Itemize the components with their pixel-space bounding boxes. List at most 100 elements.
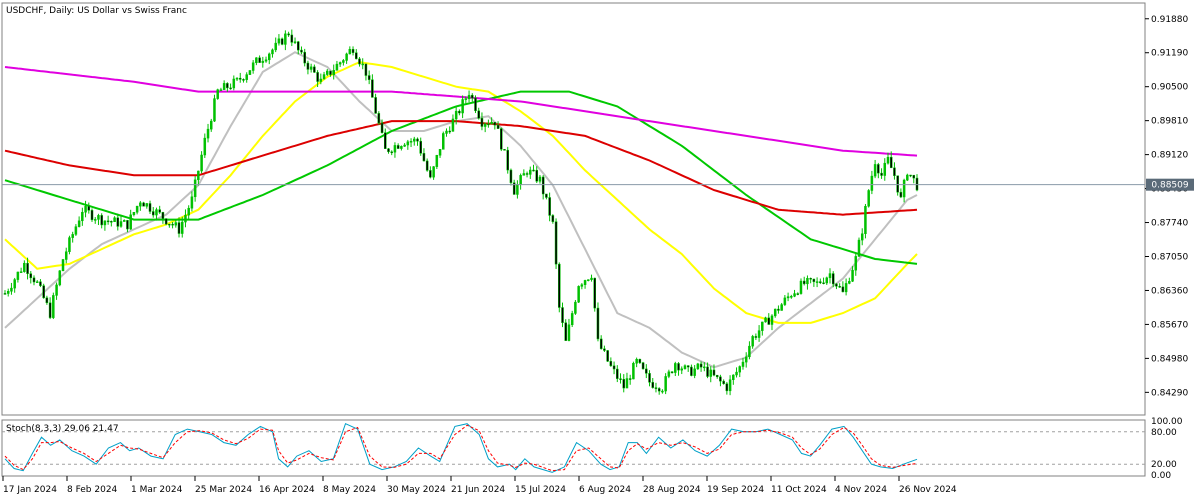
stoch-scale-label: 20.00 <box>1151 460 1177 470</box>
time-tick-label: 4 Nov 2024 <box>835 485 887 495</box>
candle-body <box>651 382 654 388</box>
candle-body <box>71 234 74 238</box>
candle-body <box>239 77 242 80</box>
candle-body <box>873 164 877 177</box>
candle-body <box>251 62 255 71</box>
candle-body <box>193 179 197 198</box>
candle-body <box>503 149 506 151</box>
chart-title: USDCHF, Daily: US Dollar vs Swiss Franc <box>6 6 187 16</box>
candle-body <box>180 221 184 234</box>
candle-body <box>161 212 165 219</box>
price-tick-label: 0.87050 <box>1151 252 1188 262</box>
candle-body <box>348 49 352 55</box>
time-tick-label: 21 Jun 2024 <box>451 485 505 495</box>
time-tick-label: 8 May 2024 <box>323 485 376 495</box>
candle-body <box>857 239 861 257</box>
candle-body <box>390 151 393 154</box>
candle-body <box>538 176 542 182</box>
candle-body <box>741 361 745 367</box>
candle-body <box>209 120 213 130</box>
candle-body <box>84 206 87 213</box>
candle-body <box>732 374 735 380</box>
candle-body <box>619 378 622 380</box>
candle-body <box>374 97 377 114</box>
candle-body <box>322 74 326 80</box>
candle-body <box>213 98 216 122</box>
candle-body <box>319 78 323 82</box>
time-tick-label: 19 Sep 2024 <box>707 485 764 495</box>
candle-body <box>831 273 835 285</box>
candle-body <box>661 390 664 393</box>
candle-body <box>293 41 297 43</box>
candle-body <box>93 219 97 221</box>
candle-body <box>300 49 303 53</box>
candle-body <box>216 89 219 99</box>
candle-body <box>361 63 364 66</box>
candle-body <box>326 70 329 75</box>
candle-body <box>706 366 709 377</box>
candle-body <box>145 203 149 207</box>
candle-body <box>612 365 616 370</box>
candle-body <box>780 304 783 311</box>
candle-body <box>158 209 161 213</box>
candle-body <box>622 379 625 389</box>
candle-body <box>116 217 120 227</box>
time-tick-label: 15 Jul 2024 <box>515 485 566 495</box>
candle-body <box>719 376 722 382</box>
candle-body <box>825 277 829 284</box>
candle-body <box>132 212 136 216</box>
candle-body <box>400 146 403 149</box>
time-tick-label: 25 Mar 2024 <box>195 485 252 495</box>
candle-body <box>358 58 361 65</box>
candle-body <box>68 237 71 252</box>
candle-body <box>187 207 190 216</box>
candle-body <box>332 70 335 75</box>
candle-body <box>6 291 10 294</box>
candle-body <box>268 53 271 61</box>
candle-body <box>303 51 306 64</box>
candle-body <box>570 313 574 326</box>
candle-body <box>674 363 677 373</box>
candle-body <box>129 214 132 230</box>
candle-body <box>148 203 152 212</box>
candle-body <box>500 128 503 150</box>
candle-body <box>222 83 226 90</box>
candle-body <box>699 363 703 368</box>
candle-body <box>416 138 419 142</box>
candle-body <box>245 74 248 80</box>
candle-body <box>106 220 110 223</box>
candle-body <box>229 87 232 90</box>
candle-body <box>39 281 42 286</box>
candle-body <box>541 176 545 195</box>
candle-body <box>35 281 39 283</box>
time-tick-label: 16 Apr 2024 <box>259 485 315 495</box>
candle-body <box>722 380 725 384</box>
price-tick-label: 0.87740 <box>1151 219 1188 229</box>
candle-body <box>184 214 187 223</box>
candle-body <box>703 366 706 369</box>
candle-body <box>893 167 896 176</box>
candle-body <box>393 145 397 153</box>
time-tick-label: 28 Aug 2024 <box>643 485 701 495</box>
candle-body <box>709 369 713 377</box>
candle-body <box>522 173 526 176</box>
candle-body <box>751 336 754 347</box>
candle-body <box>870 175 874 191</box>
candle-body <box>64 251 68 260</box>
candle-body <box>380 122 384 133</box>
candle-body <box>290 34 294 43</box>
candle-body <box>554 221 558 265</box>
time-tick-label: 1 Mar 2024 <box>131 485 183 495</box>
time-axis: 17 Jan 2024 8 Feb 2024 1 Mar 2024 25 Mar 20… <box>2 476 957 495</box>
candle-body <box>409 141 413 143</box>
candle-body <box>580 284 584 287</box>
candle-body <box>635 358 638 364</box>
candle-body <box>519 175 522 185</box>
price-tick-label: 0.89120 <box>1151 151 1188 161</box>
candle-body <box>728 379 732 392</box>
candle-body <box>664 376 667 392</box>
candle-body <box>26 262 29 274</box>
candle-body <box>561 307 564 323</box>
candle-body <box>464 98 468 100</box>
